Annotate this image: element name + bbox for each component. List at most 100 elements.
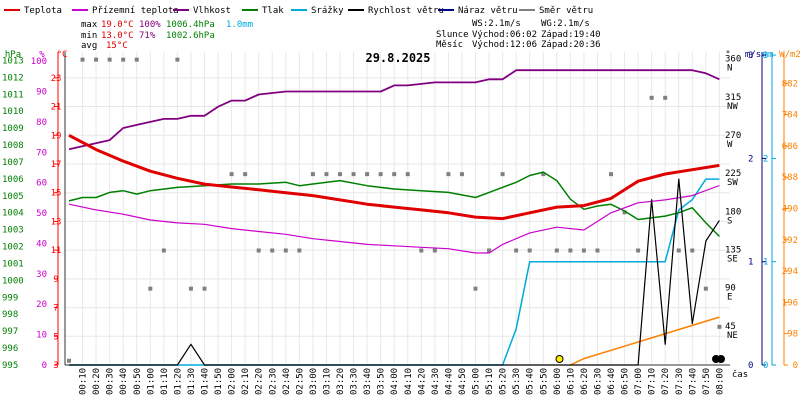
dir-tick-degrees: 360 bbox=[725, 55, 741, 65]
x-axis-ticks: 00:10 00:20 00:30 00:40 00:50 01:00 01:10 01:20… bbox=[79, 368, 726, 395]
wind-direction-point bbox=[175, 57, 180, 62]
wm-tick-label: 588 bbox=[782, 173, 798, 183]
wind-direction-point bbox=[473, 286, 478, 291]
wind-direction-point bbox=[67, 358, 71, 363]
dir-tick-degrees: 90 bbox=[725, 284, 736, 294]
grid-horizontal bbox=[65, 77, 730, 366]
legend-label-teplota: Teplota bbox=[24, 6, 62, 16]
dir-tick-name: SW bbox=[727, 178, 738, 188]
hpa-tick-label: 1009 bbox=[2, 124, 24, 134]
legend-label-rychlost-vetru: Rychlost větru bbox=[368, 6, 444, 16]
y-axis-ticks: 3579111315171921239959969979989991000100… bbox=[2, 51, 798, 371]
wind-direction-point bbox=[527, 248, 532, 253]
wind-direction-point bbox=[392, 172, 397, 177]
hpa-tick-label: 998 bbox=[2, 310, 18, 320]
x-tick-label: 03:00 bbox=[309, 368, 319, 395]
wind-direction-point bbox=[283, 248, 288, 253]
x-tick-label: 05:30 bbox=[512, 368, 522, 395]
x-tick-label: 03:10 bbox=[322, 368, 332, 395]
wind-direction-point bbox=[636, 248, 641, 253]
stats-block: max 19.0°C 100% 1006.4hPa 1.0mm min 13.0… bbox=[81, 20, 253, 51]
info-wind-gust: WG:2.1m/s bbox=[541, 19, 590, 29]
wind-direction-point bbox=[649, 95, 654, 100]
dir-tick-name: NW bbox=[727, 102, 738, 112]
wind-speed-line bbox=[69, 178, 720, 366]
wind-direction-point bbox=[202, 286, 207, 291]
x-tick-label: 07:40 bbox=[688, 368, 698, 395]
dir-tick-degrees: 135 bbox=[725, 245, 741, 255]
info-block: WS:2.1m/s WG:2.1m/s Slunce Východ:06:02 … bbox=[436, 19, 601, 50]
dir-tick-name: SE bbox=[727, 254, 738, 264]
x-tick-label: 00:10 bbox=[79, 368, 89, 395]
ms-axis-label: m/s bbox=[745, 50, 761, 60]
wm-tick-label: 392 bbox=[782, 236, 798, 246]
stats-max-hum: 100% bbox=[139, 20, 161, 30]
x-tick-label: 02:20 bbox=[255, 368, 265, 395]
temp-tick-label: 15 bbox=[51, 189, 62, 199]
x-tick-label: 04:40 bbox=[444, 368, 454, 395]
hpa-tick-label: 1005 bbox=[2, 192, 24, 202]
x-tick-label: 05:40 bbox=[526, 368, 536, 395]
stats-avg-label: avg bbox=[81, 41, 97, 51]
temp-tick-label: 21 bbox=[51, 103, 62, 113]
dir-tick-degrees: 180 bbox=[725, 207, 741, 217]
hpa-tick-label: 1007 bbox=[2, 158, 24, 168]
x-tick-label: 04:30 bbox=[431, 368, 441, 395]
wind-direction-point bbox=[663, 95, 668, 100]
x-tick-label: 02:50 bbox=[295, 368, 305, 395]
solar-radiation-line bbox=[570, 316, 720, 366]
hpa-tick-label: 1011 bbox=[2, 90, 24, 100]
x-tick-label: 01:10 bbox=[160, 368, 170, 395]
stats-max-label: max bbox=[81, 20, 98, 30]
info-wind-speed: WS:2.1m/s bbox=[472, 19, 521, 29]
x-tick-label: 06:50 bbox=[621, 368, 631, 395]
x-tick-label: 02:30 bbox=[268, 368, 278, 395]
temp-tick-label: 9 bbox=[53, 275, 58, 285]
current-point-marker bbox=[717, 355, 725, 363]
temp-axis-label: °C bbox=[57, 50, 68, 60]
wind-direction-point bbox=[459, 172, 464, 177]
x-tick-label: 06:20 bbox=[580, 368, 590, 395]
x-tick-label: 06:30 bbox=[593, 368, 603, 395]
x-tick-label: 07:10 bbox=[648, 368, 658, 395]
info-sunrise: Východ:06:02 bbox=[472, 30, 537, 40]
wm-tick-label: 882 bbox=[782, 79, 798, 89]
stats-max-rain: 1.0mm bbox=[226, 20, 253, 30]
x-tick-label: 07:20 bbox=[661, 368, 671, 395]
temp-tick-label: 11 bbox=[51, 246, 62, 256]
legend-label-vlhkost: Vlhkost bbox=[193, 6, 231, 16]
wind-direction-point bbox=[243, 172, 248, 177]
wind-direction-point bbox=[568, 248, 573, 253]
x-tick-label: 02:10 bbox=[241, 368, 251, 395]
hpa-tick-label: 996 bbox=[2, 344, 18, 354]
wind-direction-point bbox=[595, 248, 600, 253]
mm-tick-label: 1 bbox=[763, 258, 768, 268]
pct-tick-label: 70 bbox=[36, 148, 47, 158]
hpa-tick-label: 997 bbox=[2, 327, 18, 337]
wind-direction-point bbox=[405, 172, 410, 177]
pct-tick-label: 80 bbox=[36, 118, 47, 128]
wind-direction-point bbox=[419, 248, 424, 253]
temp-tick-label: 13 bbox=[51, 217, 62, 227]
wind-direction-point bbox=[297, 248, 302, 253]
hpa-tick-label: 1010 bbox=[2, 107, 24, 117]
x-tick-label: 01:30 bbox=[187, 368, 197, 395]
x-tick-label: 06:00 bbox=[553, 368, 563, 395]
wind-direction-point bbox=[514, 248, 519, 253]
x-tick-label: 02:00 bbox=[228, 368, 238, 395]
x-tick-label: 01:40 bbox=[201, 368, 211, 395]
wind-direction-point bbox=[351, 172, 356, 177]
wind-direction-point bbox=[581, 248, 586, 253]
wind-direction-point bbox=[324, 172, 329, 177]
legend-label-smer-vetru: Směr větru bbox=[539, 6, 593, 16]
x-tick-label: 02:40 bbox=[282, 368, 292, 395]
wind-direction-point bbox=[256, 248, 261, 253]
wm-tick-label: 98 bbox=[787, 330, 798, 340]
hpa-tick-label: 1003 bbox=[2, 226, 24, 236]
temp-tick-label: 19 bbox=[51, 131, 62, 141]
hpa-axis-label: hPa bbox=[5, 50, 21, 60]
x-tick-label: 01:50 bbox=[214, 368, 224, 395]
wind-direction-point bbox=[690, 248, 695, 253]
x-tick-label: 06:40 bbox=[607, 368, 617, 395]
info-moonset: Západ:20:36 bbox=[541, 40, 601, 50]
